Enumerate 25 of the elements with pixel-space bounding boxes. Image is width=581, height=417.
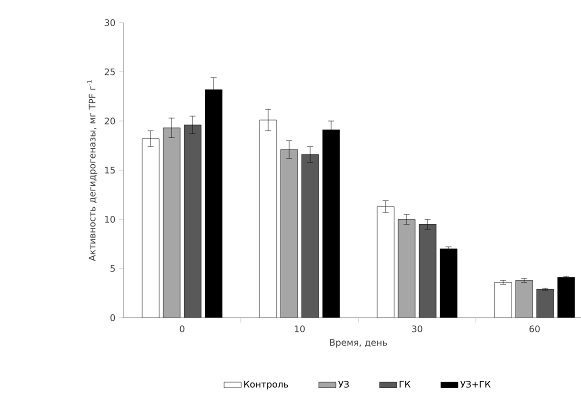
bar (557, 277, 575, 318)
bar (440, 248, 458, 318)
y-tick-label: 30 (104, 19, 115, 26)
x-axis-title: Время, день (330, 339, 387, 348)
legend-label: УЗ+ГК (460, 380, 491, 388)
legend-label: Контроль (244, 380, 288, 390)
x-tick-label: 60 (530, 325, 540, 332)
y-axis-title: Активность дегидрогеназы, мг TPF г$^{-1}$ (87, 80, 98, 262)
bar (536, 288, 554, 318)
bar (204, 89, 222, 318)
bar (494, 282, 512, 318)
y-tick-label: 5 (110, 265, 115, 272)
x-tick-label: 30 (412, 325, 422, 332)
y-tick-label: 25 (104, 68, 115, 76)
x-tick-label: 10 (294, 325, 305, 332)
y-tick-label: 20 (104, 118, 115, 124)
bar (142, 138, 160, 318)
bar (398, 219, 416, 318)
y-tick-label: 0 (110, 314, 115, 322)
bar (515, 280, 533, 318)
y-tick-label: 10 (105, 216, 115, 223)
legend-label: ГК (400, 380, 411, 388)
x-tick-label: 0 (180, 325, 184, 332)
y-tick-label: 15 (105, 166, 115, 174)
legend-label: УЗ (338, 380, 349, 388)
